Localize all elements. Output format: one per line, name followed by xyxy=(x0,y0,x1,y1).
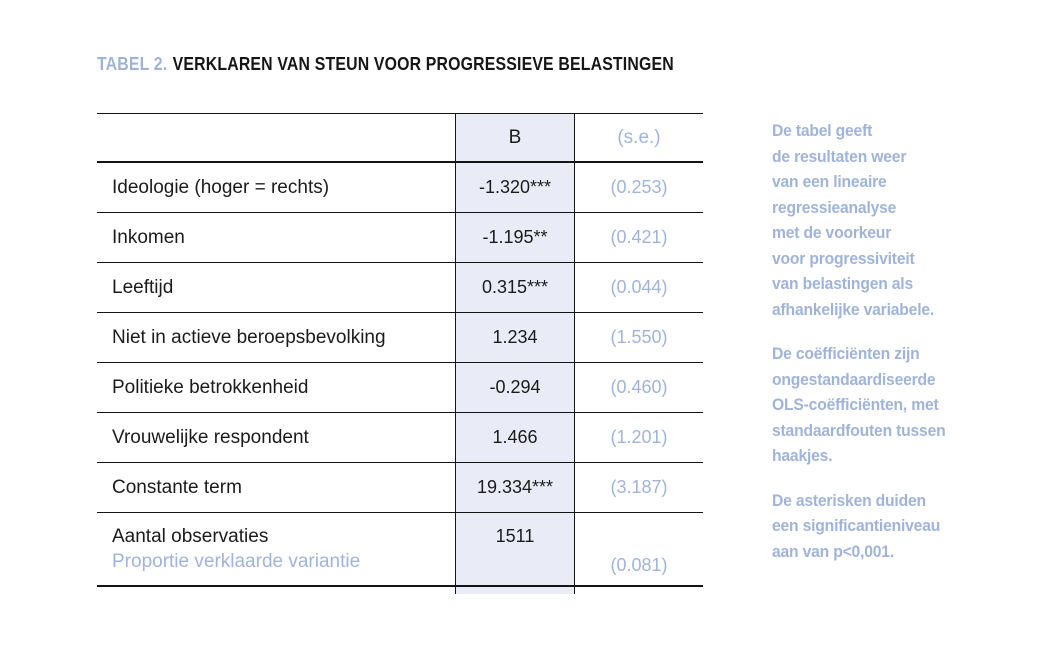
observations-value: 1511 xyxy=(455,513,575,585)
row-se-value: (3.187) xyxy=(610,477,668,497)
row-label: Leeftijd xyxy=(112,276,174,298)
table-number-label: TABEL 2. xyxy=(97,54,168,74)
row-b-value: 1.466 xyxy=(455,413,575,462)
row-label: Vrouwelijke respondent xyxy=(112,426,309,448)
row-se-value: (0.460) xyxy=(610,377,668,397)
row-se-value: (1.550) xyxy=(610,327,668,347)
regression-table: B (s.e.) Ideologie (hoger = rechts) -1.3… xyxy=(97,113,703,594)
b-column-shade-overhang xyxy=(455,587,575,594)
table-row: Vrouwelijke respondent 1.466 (1.201) xyxy=(97,413,703,463)
row-label: Constante term xyxy=(112,476,242,498)
row-label: Ideologie (hoger = rechts) xyxy=(112,176,330,198)
variance-value: (0.081) xyxy=(610,555,668,575)
table-row: Niet in actieve beroepsbevolking 1.234 (… xyxy=(97,313,703,363)
observations-label: Aantal observaties xyxy=(112,525,269,547)
row-se-value: (0.044) xyxy=(610,277,668,297)
row-label: Niet in actieve beroepsbevolking xyxy=(112,326,386,348)
row-label: Inkomen xyxy=(112,226,185,248)
row-b-value: -1.320*** xyxy=(455,163,575,212)
table-row: Politieke betrokkenheid -0.294 (0.460) xyxy=(97,363,703,413)
table-row: Ideologie (hoger = rechts) -1.320*** (0.… xyxy=(97,163,703,213)
header-empty-cell xyxy=(97,114,455,161)
row-b-value: 1.234 xyxy=(455,313,575,362)
header-b-cell: B xyxy=(455,114,575,161)
table-title: TABEL 2. VERKLAREN VAN STEUN VOOR PROGRES… xyxy=(97,54,674,75)
table-title-text: VERKLAREN VAN STEUN VOOR PROGRESSIEVE BE… xyxy=(172,54,674,74)
note-paragraph-1: De tabel geeft de resultaten weer van ee… xyxy=(772,122,935,319)
row-b-value: -1.195** xyxy=(455,213,575,262)
table-row: Constante term 19.334*** (3.187) xyxy=(97,463,703,513)
row-label: Politieke betrokkenheid xyxy=(112,376,309,398)
table-row: Inkomen -1.195** (0.421) xyxy=(97,213,703,263)
header-se-cell: (s.e.) xyxy=(617,126,661,148)
row-b-value: -0.294 xyxy=(455,363,575,412)
note-paragraph-3: De asterisken duiden een significantieni… xyxy=(772,491,941,561)
table-header-row: B (s.e.) xyxy=(97,114,703,163)
table-footer-row: Aantal observaties Proportie verklaarde … xyxy=(97,513,703,587)
row-b-value: 19.334*** xyxy=(455,463,575,512)
variance-label: Proportie verklaarde variantie xyxy=(112,550,361,572)
note-paragraph-2: De coëfficiënten zijn ongestandaardiseer… xyxy=(772,345,946,465)
footer-labels: Aantal observaties Proportie verklaarde … xyxy=(97,513,455,585)
row-se-value: (1.201) xyxy=(610,427,668,447)
table-row: Leeftijd 0.315*** (0.044) xyxy=(97,263,703,313)
row-se-value: (0.421) xyxy=(610,227,668,247)
margin-notes: De tabel geeft de resultaten weer van ee… xyxy=(772,119,976,584)
row-se-value: (0.253) xyxy=(610,177,668,197)
row-b-value: 0.315*** xyxy=(455,263,575,312)
